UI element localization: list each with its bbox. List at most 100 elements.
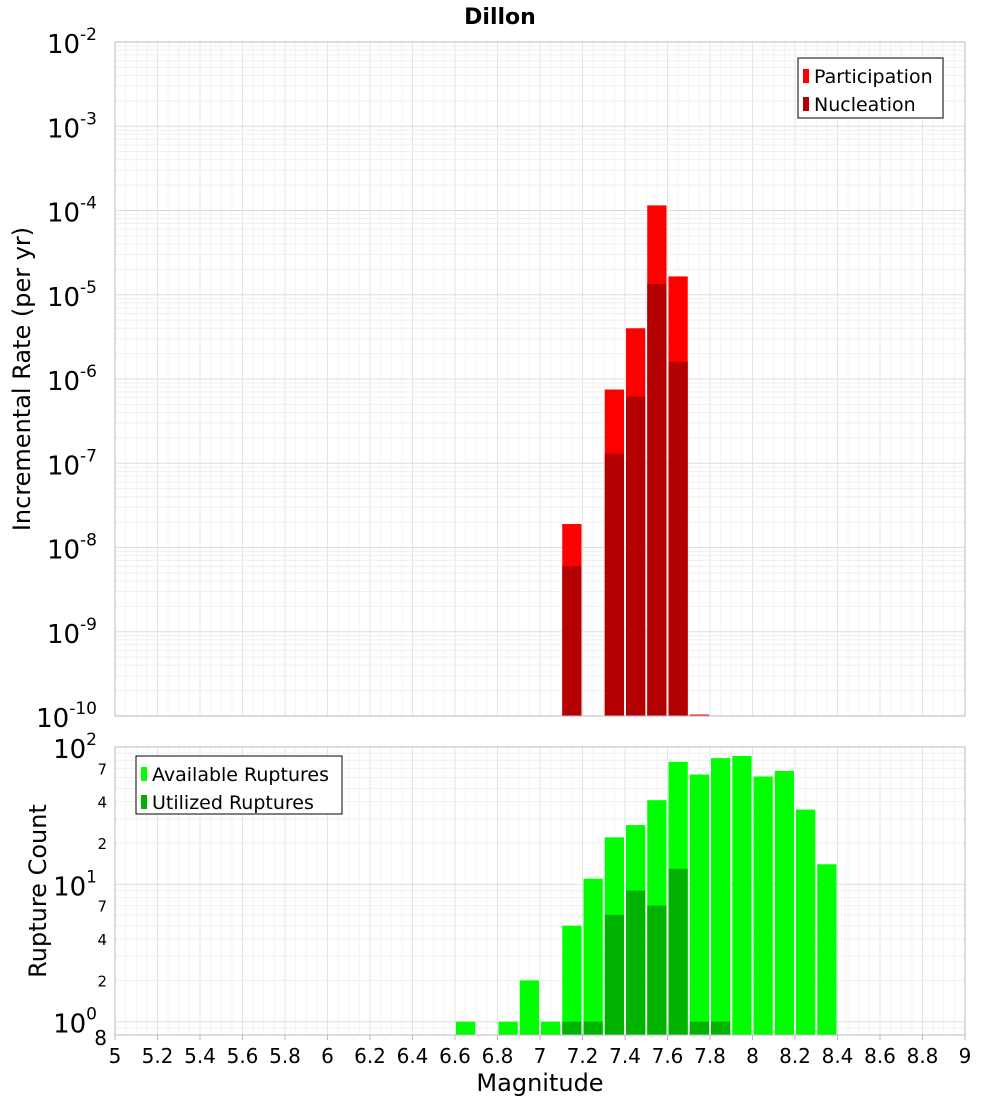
y-minor-tick-label: 2 (97, 972, 107, 990)
x-tick-label: 8.2 (779, 1044, 811, 1068)
y-tick-label: 10-8 (47, 531, 97, 566)
tick-exponent: -2 (80, 25, 97, 45)
available-ruptures-bar (753, 776, 773, 1035)
nucleation-bar (647, 283, 667, 716)
nucleation-bar (626, 396, 646, 716)
available-ruptures-bar (456, 1021, 476, 1035)
legend-swatch (803, 69, 809, 83)
available-ruptures-bar (562, 925, 582, 1035)
legend-swatch (141, 767, 147, 781)
available-ruptures-bar (541, 1021, 561, 1035)
x-tick-label: 7.2 (567, 1044, 599, 1068)
y-tick-label: 10-5 (47, 278, 97, 313)
tick-base: 10 (47, 283, 80, 313)
y-tick-label: 10-6 (47, 362, 97, 397)
y-minor-tick-label: 8 (94, 1026, 107, 1050)
tick-exponent: -4 (80, 194, 97, 214)
legend-label: Utilized Ruptures (152, 792, 314, 814)
legend-label: Nucleation (814, 94, 916, 116)
y-tick-label: 10-3 (47, 109, 97, 144)
x-tick-label: 7.6 (652, 1044, 684, 1068)
x-tick-label: 5.6 (227, 1044, 259, 1068)
chart-title: Dillon (464, 5, 536, 30)
legend-box (135, 755, 343, 815)
tick-base: 10 (36, 704, 69, 734)
y-minor-tick-label: 2 (97, 835, 107, 853)
tick-base: 10 (47, 451, 80, 481)
x-tick-label: 8 (746, 1044, 759, 1068)
participation-bar (689, 714, 709, 716)
utilized-ruptures-bar (689, 1021, 709, 1035)
tick-base: 10 (47, 367, 80, 397)
tick-base: 10 (47, 536, 80, 566)
x-tick-label: 8.8 (907, 1044, 939, 1068)
x-tick-label: 6.2 (354, 1044, 386, 1068)
utilized-ruptures-bar (562, 1021, 582, 1035)
bottom-legend: Available Ruptures Utilized Ruptures (135, 755, 343, 815)
y-tick-label: 102 (53, 730, 97, 765)
x-tick-label: 5 (109, 1044, 122, 1068)
tick-exponent: 2 (86, 730, 97, 750)
x-tick-label: 6.6 (439, 1044, 471, 1068)
x-tick-label: 6.8 (482, 1044, 514, 1068)
tick-exponent: -3 (80, 109, 97, 129)
tick-exponent: -10 (69, 699, 97, 719)
utilized-ruptures-bar (711, 1021, 731, 1035)
x-tick-label: 5.2 (142, 1044, 174, 1068)
x-axis-title: Magnitude (476, 1069, 603, 1097)
utilized-ruptures-bar (604, 914, 624, 1035)
tick-base: 10 (47, 30, 80, 60)
y-axis-title-rate: Incremental Rate (per yr) (8, 227, 36, 531)
available-ruptures-bar (774, 770, 794, 1035)
available-ruptures-bar (711, 758, 731, 1035)
utilized-ruptures-bar (626, 890, 646, 1035)
available-ruptures-bar (817, 864, 837, 1035)
nucleation-bar (668, 361, 688, 716)
legend-swatch (803, 97, 809, 111)
tick-base: 10 (53, 872, 86, 902)
tick-base: 10 (47, 114, 80, 144)
x-tick-label: 5.4 (184, 1044, 216, 1068)
legend-label: Available Ruptures (152, 764, 329, 786)
x-tick-label: 8.6 (864, 1044, 896, 1068)
nucleation-bar (562, 566, 582, 716)
tick-exponent: -8 (80, 531, 97, 551)
nucleation-bar (604, 453, 624, 716)
tick-exponent: -6 (80, 362, 97, 382)
tick-exponent: 1 (86, 867, 97, 887)
available-ruptures-bar (583, 878, 603, 1035)
y-tick-label: 10-4 (47, 194, 97, 229)
utilized-ruptures-bar (583, 1021, 603, 1035)
legend-box (797, 57, 944, 119)
available-ruptures-bar (498, 1021, 518, 1035)
x-tick-label: 6.4 (397, 1044, 429, 1068)
tick-base: 10 (47, 620, 80, 650)
available-ruptures-bar (519, 980, 539, 1035)
x-tick-label: 7.4 (609, 1044, 641, 1068)
y-tick-label: 10-9 (47, 615, 97, 650)
x-tick-label: 7.8 (694, 1044, 726, 1068)
top-legend: Participation Nucleation (797, 57, 944, 119)
top-plot-frame (114, 41, 966, 717)
top-grid (114, 41, 966, 717)
y-axis-title-count: Rupture Count (24, 804, 52, 978)
y-tick-label: 10-2 (47, 25, 97, 60)
legend-label: Participation (814, 66, 933, 88)
y-minor-tick-label: 7 (97, 898, 107, 916)
available-ruptures-bar (689, 774, 709, 1035)
y-tick-label: 10-7 (47, 446, 97, 481)
tick-base: 10 (47, 199, 80, 229)
available-ruptures-bar (732, 755, 752, 1035)
tick-exponent: -5 (80, 278, 97, 298)
x-tick-label: 7 (534, 1044, 547, 1068)
x-tick-label: 9 (959, 1044, 972, 1068)
legend-swatch (141, 795, 147, 809)
y-tick-label: 10-10 (36, 699, 97, 734)
y-tick-label: 101 (53, 867, 97, 902)
bottom-bars (456, 755, 837, 1035)
x-tick-label: 6 (321, 1044, 334, 1068)
tick-exponent: -9 (80, 615, 97, 635)
top-bars (562, 205, 709, 716)
y-minor-tick-label: 7 (97, 760, 107, 778)
x-tick-label: 8.4 (822, 1044, 854, 1068)
